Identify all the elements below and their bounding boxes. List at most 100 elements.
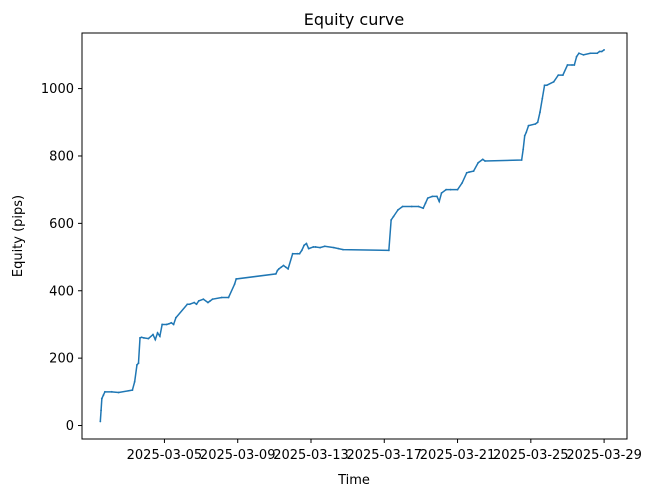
data-point bbox=[104, 390, 106, 393]
data-point bbox=[456, 188, 459, 191]
data-point bbox=[139, 337, 141, 339]
data-point bbox=[220, 296, 223, 299]
data-point bbox=[131, 389, 134, 392]
y-axis-label: Equity (pips) bbox=[11, 195, 26, 277]
data-point bbox=[541, 97, 544, 100]
data-point bbox=[110, 390, 113, 393]
data-point bbox=[274, 273, 277, 275]
data-point bbox=[578, 52, 580, 55]
y-tick-label: 0 bbox=[66, 419, 74, 434]
data-point bbox=[287, 267, 289, 270]
x-tick-label: 2025-03-13 bbox=[273, 448, 349, 463]
data-point bbox=[168, 322, 170, 325]
data-point bbox=[600, 50, 603, 53]
x-tick-label: 2025-03-09 bbox=[200, 448, 276, 463]
data-point bbox=[477, 161, 480, 164]
data-point bbox=[282, 264, 285, 267]
x-tick-label: 2025-03-25 bbox=[493, 448, 569, 463]
data-point bbox=[573, 64, 576, 66]
data-point bbox=[571, 64, 573, 66]
data-point bbox=[99, 420, 102, 423]
data-point bbox=[140, 336, 143, 339]
data-point bbox=[137, 362, 140, 365]
data-point bbox=[202, 298, 205, 301]
plot-area-frame bbox=[81, 32, 628, 440]
data-point bbox=[445, 188, 447, 191]
data-point bbox=[298, 252, 301, 255]
data-point bbox=[481, 158, 484, 161]
data-point bbox=[193, 301, 196, 304]
data-point bbox=[100, 409, 102, 412]
data-point bbox=[523, 134, 526, 137]
data-point bbox=[525, 131, 528, 134]
data-point bbox=[534, 123, 537, 125]
data-point bbox=[323, 245, 326, 248]
data-point bbox=[337, 247, 340, 250]
data-point bbox=[100, 397, 103, 400]
data-point bbox=[422, 207, 425, 210]
data-point bbox=[296, 252, 299, 255]
data-point bbox=[319, 246, 322, 249]
data-point bbox=[235, 278, 238, 280]
data-point bbox=[161, 323, 164, 326]
data-point bbox=[174, 316, 177, 319]
data-point bbox=[284, 266, 287, 269]
data-point bbox=[424, 202, 427, 205]
data-point bbox=[589, 52, 592, 55]
data-point bbox=[522, 148, 525, 151]
data-point bbox=[332, 246, 335, 249]
data-point bbox=[136, 363, 138, 366]
data-point bbox=[172, 323, 175, 326]
data-points bbox=[99, 48, 605, 423]
data-point bbox=[545, 84, 548, 87]
data-point bbox=[278, 267, 280, 270]
data-point bbox=[520, 159, 523, 161]
data-point bbox=[102, 394, 105, 397]
data-point bbox=[390, 219, 393, 221]
y-tick-label: 200 bbox=[49, 352, 74, 367]
data-point bbox=[154, 338, 157, 341]
data-point bbox=[410, 205, 413, 208]
x-tick-label: 2025-03-29 bbox=[566, 448, 642, 463]
data-point bbox=[397, 208, 399, 211]
y-axis: 0 200 400 600 800 1000 bbox=[41, 82, 82, 434]
y-tick-label: 800 bbox=[49, 149, 74, 164]
data-point bbox=[303, 244, 306, 247]
data-point bbox=[449, 188, 452, 191]
x-tick-label: 2025-03-05 bbox=[127, 448, 203, 463]
x-axis-label: Time bbox=[337, 473, 370, 488]
data-point bbox=[392, 215, 395, 218]
x-axis: 2025-03-052025-03-092025-03-132025-03-17… bbox=[127, 439, 642, 463]
data-point bbox=[387, 249, 390, 252]
data-point bbox=[195, 303, 198, 306]
data-point bbox=[527, 124, 530, 127]
chart-title: Equity curve bbox=[304, 10, 405, 29]
data-point bbox=[280, 266, 283, 269]
y-tick-label: 400 bbox=[49, 284, 74, 299]
data-point bbox=[142, 337, 145, 339]
data-point bbox=[211, 298, 214, 301]
data-point bbox=[312, 246, 315, 248]
equity-line bbox=[99, 49, 605, 422]
data-point bbox=[197, 299, 200, 302]
data-point bbox=[314, 246, 317, 248]
data-point bbox=[233, 283, 236, 285]
data-point bbox=[291, 252, 294, 255]
data-point bbox=[566, 64, 569, 66]
data-point bbox=[156, 331, 159, 334]
data-point bbox=[552, 80, 555, 83]
data-point bbox=[582, 54, 585, 56]
y-tick-label: 1000 bbox=[41, 82, 74, 97]
x-tick-label: 2025-03-21 bbox=[420, 448, 496, 463]
data-point bbox=[465, 171, 468, 174]
data-point bbox=[468, 171, 470, 174]
data-point bbox=[536, 121, 539, 124]
data-point bbox=[170, 321, 173, 324]
data-point bbox=[438, 200, 441, 203]
data-point bbox=[209, 299, 212, 302]
data-point bbox=[598, 50, 601, 53]
data-point bbox=[401, 205, 404, 208]
y-tick-label: 600 bbox=[49, 217, 74, 232]
data-point bbox=[207, 301, 209, 304]
